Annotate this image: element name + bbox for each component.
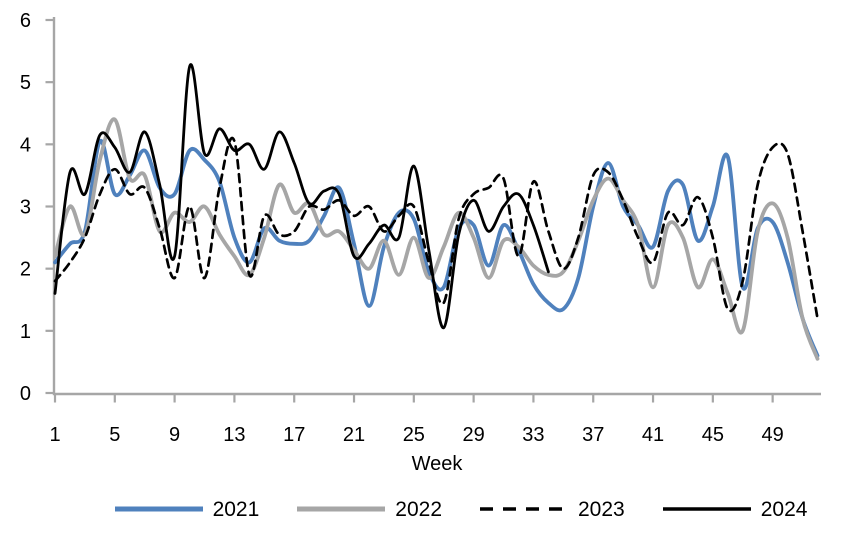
legend-label-2021: 2021	[212, 497, 260, 521]
x-tick-label: 33	[522, 424, 544, 446]
legend-item-2024: 2024	[661, 497, 808, 521]
legend-line-sample-2024	[662, 507, 751, 511]
legend-item-2021: 2021	[113, 497, 260, 521]
x-tick-label: 5	[109, 424, 120, 446]
y-tick-label: 5	[20, 72, 31, 94]
chart-legend: 2021 2022 2023 2024	[0, 492, 852, 526]
legend-line-sample-2022	[297, 506, 386, 512]
x-tick-label: 45	[702, 424, 724, 446]
data-series-lines	[53, 63, 820, 361]
y-tick-label: 3	[20, 196, 31, 218]
y-tick-label: 2	[20, 259, 31, 281]
x-tick-label: 49	[762, 424, 784, 446]
x-tick-label: 41	[642, 424, 664, 446]
x-tick-label: 29	[463, 424, 485, 446]
legend-line-sample-2023	[480, 507, 568, 511]
y-tick-label: 1	[20, 321, 31, 343]
axis-ticks	[45, 18, 774, 403]
x-tick-label: 1	[49, 424, 60, 446]
x-tick-label: 9	[169, 424, 180, 446]
legend-item-2023: 2023	[478, 499, 625, 520]
axes	[52, 17, 821, 396]
series-line-2024	[53, 63, 550, 330]
y-tick-label: 4	[20, 134, 31, 156]
x-tick-label: 25	[403, 424, 425, 446]
legend-label-2022: 2022	[395, 497, 442, 521]
y-tick-label: 6	[20, 10, 31, 32]
series-line-2022	[53, 117, 820, 361]
x-axis-title: Week	[412, 453, 464, 475]
series-line-2023	[53, 136, 819, 320]
legend-line-sample-2021	[114, 506, 203, 512]
legend-item-2022: 2022	[295, 499, 442, 520]
x-tick-label: 13	[223, 424, 245, 446]
legend-label-2023: 2023	[578, 497, 625, 521]
x-tick-label: 37	[582, 424, 604, 446]
y-tick-label: 0	[20, 383, 31, 405]
x-tick-label: 17	[283, 424, 305, 446]
x-tick-label: 21	[343, 424, 365, 446]
legend-label-2024: 2024	[760, 497, 808, 521]
